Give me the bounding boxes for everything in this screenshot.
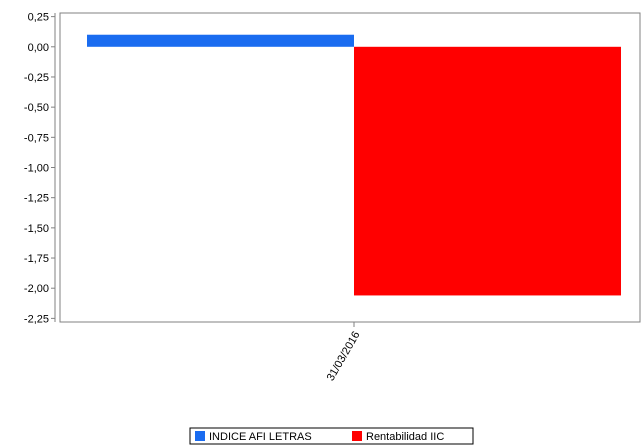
y-tick-label: -0,75 [24,132,49,144]
y-tick-label: -1,75 [24,253,49,265]
legend-box [189,427,474,445]
legend-label-rentabilidad-iic: Rentabilidad IIC [366,431,444,443]
y-tick-label: 0,25 [28,12,49,24]
bar-rentabilidad-iic [354,46,621,296]
bar-indice-afi-letras [87,34,354,47]
y-tick-label: -1,25 [24,193,49,205]
bar-group [87,34,621,296]
y-tick-label: -2,00 [24,283,49,295]
y-tick-label: -1,50 [24,223,49,235]
x-tick-group: 31/03/2016 [325,322,363,383]
legend-swatch-indice-afi-letras [195,431,205,441]
y-tick-label: -0,25 [24,72,49,84]
y-tick-label: -2,25 [24,313,49,325]
y-tick-label: -0,50 [24,102,49,114]
legend: INDICE AFI LETRAS Rentabilidad IIC [189,427,474,445]
x-tick-label: 31/03/2016 [325,330,363,384]
y-tick-label: -1,00 [24,163,49,175]
y-tick-label: 0,00 [28,42,49,54]
y-tick-group: 0,25 0,00 -0,25 -0,50 -0,75 -1,00 -1,25 -1,50 -1… [24,12,55,325]
legend-label-indice-afi-letras: INDICE AFI LETRAS [209,431,312,443]
legend-swatch-rentabilidad-iic [352,431,362,441]
